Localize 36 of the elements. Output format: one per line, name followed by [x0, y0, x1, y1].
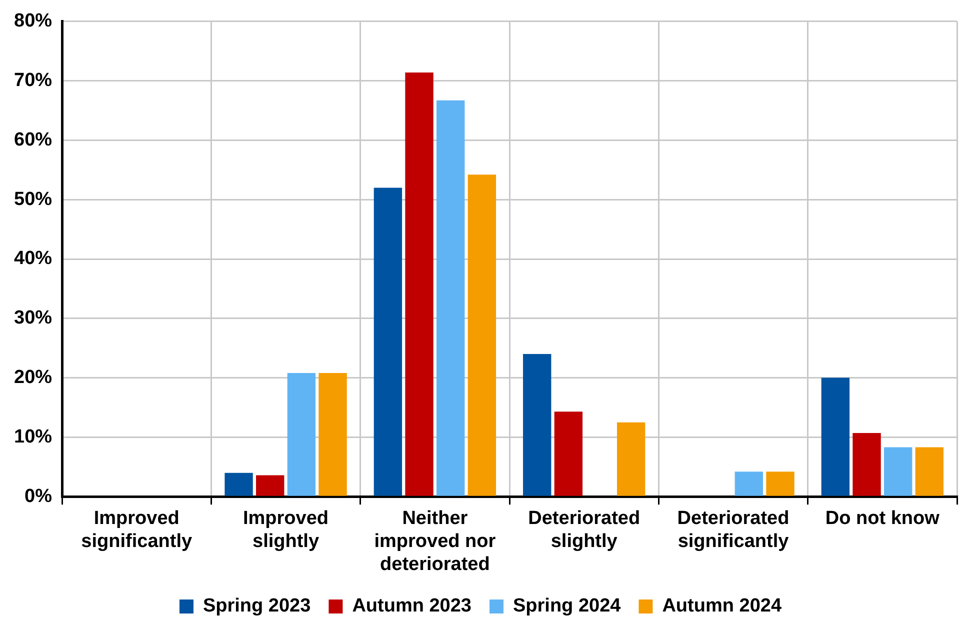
y-tick-label: 10% [14, 426, 52, 448]
bar [884, 447, 912, 496]
y-tick-label: 80% [14, 10, 52, 32]
bar [616, 422, 646, 496]
x-tick-label: Deteriorated significantly [677, 508, 790, 552]
y-tick-label: 0% [24, 486, 52, 507]
bar [554, 412, 583, 496]
bar [318, 373, 347, 496]
bar [523, 354, 552, 496]
y-tick-label: 20% [14, 367, 52, 388]
x-tick-label: Do not know [825, 508, 940, 530]
x-tick-label: Improved significantly [81, 508, 192, 552]
bar [256, 475, 284, 496]
legend-label: Autumn 2023 [352, 596, 472, 617]
bar [766, 472, 794, 496]
x-tick-label: Neither improved nor deteriorated [374, 508, 496, 575]
legend-label: Spring 2023 [202, 596, 311, 617]
y-tick-label: 30% [14, 308, 52, 329]
bar [224, 472, 253, 496]
x-tick-label: Deteriorated slightly [528, 508, 640, 552]
legend-label: Autumn 2024 [662, 596, 782, 617]
bar [436, 100, 465, 496]
y-tick-label: 60% [14, 129, 52, 150]
bar [287, 373, 316, 496]
y-tick-label: 70% [14, 70, 52, 92]
x-tick-label: Improved slightly [243, 508, 329, 552]
legend-label: Spring 2024 [513, 596, 622, 617]
bar [405, 72, 434, 496]
y-tick-label: 50% [14, 188, 52, 210]
bar [734, 472, 764, 496]
bar [915, 447, 944, 496]
bar [374, 188, 402, 496]
bar [852, 433, 881, 496]
bar [468, 174, 496, 496]
y-tick-label: 40% [14, 248, 52, 270]
bar [821, 378, 850, 496]
